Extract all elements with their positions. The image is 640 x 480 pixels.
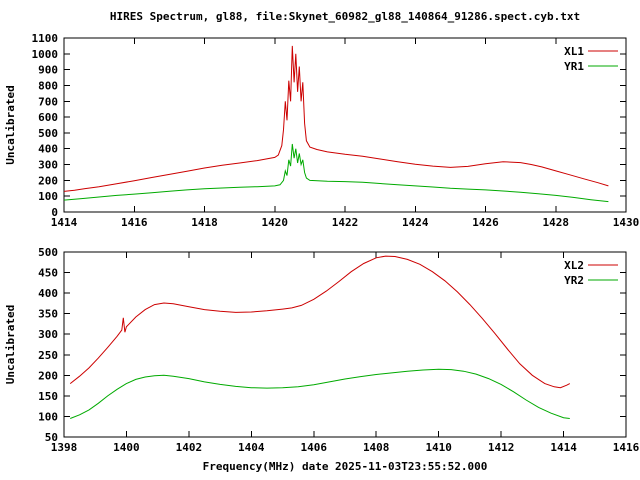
- x-tick-label: 1414: [550, 441, 577, 454]
- x-tick-label: 1408: [363, 441, 390, 454]
- legend-label-yr1: YR1: [564, 60, 584, 73]
- x-tick-label: 1418: [191, 216, 218, 229]
- y-tick-label: 450: [38, 267, 58, 280]
- x-tick-label: 1398: [51, 441, 78, 454]
- y-tick-label: 700: [38, 95, 58, 108]
- y-tick-label: 400: [38, 287, 58, 300]
- y-tick-label: 1000: [32, 48, 59, 61]
- y-tick-label: 250: [38, 349, 58, 362]
- chart-title: HIRES Spectrum, gl88, file:Skynet_60982_…: [109, 10, 581, 23]
- x-tick-label: 1416: [121, 216, 148, 229]
- x-tick-label: 1410: [425, 441, 452, 454]
- x-tick-label: 1424: [402, 216, 429, 229]
- y-tick-label: 1100: [32, 32, 59, 45]
- y-tick-label: 900: [38, 64, 58, 77]
- x-tick-label: 1402: [176, 441, 203, 454]
- y-tick-label: 150: [38, 390, 58, 403]
- y-tick-label: 200: [38, 369, 58, 382]
- series-yr1-line: [63, 143, 609, 203]
- top-spectrum-chart: 1414 1416 1418 1420 1422 1424 1426 1428 1430 0 100…: [4, 32, 640, 229]
- x-tick-label: 1414: [51, 216, 78, 229]
- y-tick-label: 200: [38, 174, 58, 187]
- y-tick-label: 350: [38, 308, 58, 321]
- series-yr2-line: [70, 368, 570, 419]
- x-tick-label: 1416: [613, 441, 640, 454]
- bottom-spectrum-chart: 1398 1400 1402 1404 1406 1408 1410 1412 1414 1416…: [4, 246, 640, 454]
- y-axis-label: Uncalibrated: [4, 305, 17, 384]
- y-tick-label: 100: [38, 410, 58, 423]
- x-tick-label: 1406: [301, 441, 328, 454]
- x-tick-label: 1428: [543, 216, 570, 229]
- x-tick-label: 1420: [262, 216, 289, 229]
- y-tick-label: 300: [38, 328, 58, 341]
- legend-label-xl2: XL2: [564, 259, 584, 272]
- y-tick-label: 300: [38, 159, 58, 172]
- x-tick-label: 1422: [332, 216, 359, 229]
- y-tick-label: 500: [38, 246, 58, 259]
- y-tick-label: 600: [38, 111, 58, 124]
- y-tick-label: 0: [51, 206, 58, 219]
- y-tick-label: 400: [38, 143, 58, 156]
- legend-label-yr2: YR2: [564, 274, 584, 287]
- legend-label-xl1: XL1: [564, 45, 584, 58]
- x-tick-label: 1412: [488, 441, 515, 454]
- x-tick-label: 1426: [472, 216, 499, 229]
- x-tick-label: 1430: [613, 216, 640, 229]
- x-tick-label: 1400: [113, 441, 140, 454]
- x-axis-label: Frequency(MHz) date 2025-11-03T23:55:52.…: [202, 460, 488, 473]
- y-tick-label: 100: [38, 190, 58, 203]
- y-axis-label: Uncalibrated: [4, 85, 17, 164]
- series-xl2-line: [69, 255, 571, 389]
- y-tick-label: 50: [45, 431, 58, 444]
- y-tick-label: 800: [38, 80, 58, 93]
- series-xl1-line: [63, 45, 609, 192]
- y-tick-label: 500: [38, 127, 58, 140]
- x-tick-label: 1404: [238, 441, 265, 454]
